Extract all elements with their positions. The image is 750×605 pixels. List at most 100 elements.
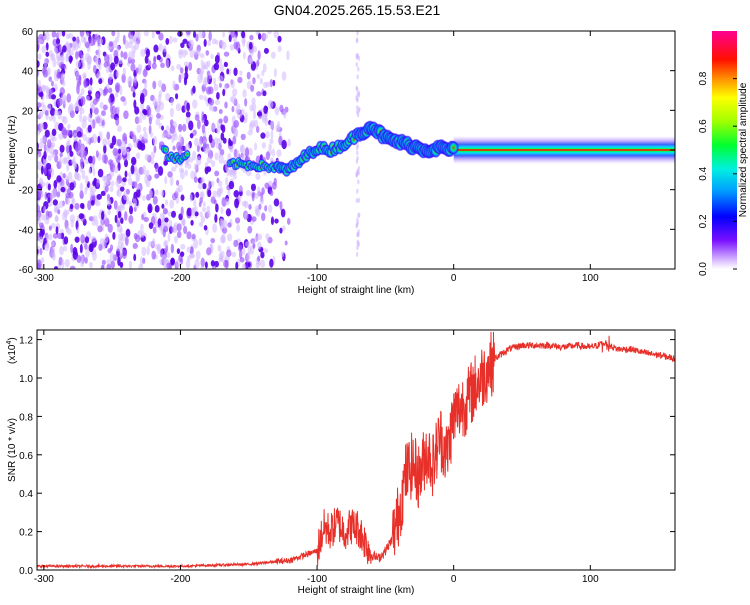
noise-speck <box>49 107 56 116</box>
noise-speck <box>59 156 62 167</box>
noise-speck <box>72 160 77 168</box>
noise-speck <box>127 172 132 178</box>
noise-speck <box>98 38 104 45</box>
noise-speck <box>156 113 161 119</box>
noise-speck <box>144 55 149 64</box>
noise-speck <box>158 225 163 231</box>
noise-speck <box>180 73 186 79</box>
noise-speck <box>269 138 274 144</box>
noise-speck <box>175 179 180 186</box>
noise-speck <box>80 88 85 96</box>
noise-speck <box>208 134 213 144</box>
noise-speck <box>211 160 216 168</box>
noise-speck <box>80 54 85 64</box>
noise-speck <box>91 155 96 165</box>
noise-speck <box>68 144 72 154</box>
noise-speck <box>135 67 139 74</box>
noise-speck <box>226 167 230 177</box>
noise-speck <box>170 166 177 172</box>
spectrogram-y-axis-label: Frequency (Hz) <box>7 116 18 185</box>
noise-speck <box>44 242 50 252</box>
noise-speck <box>197 49 201 56</box>
noise-speck <box>143 131 148 142</box>
noise-speck <box>220 206 224 214</box>
noise-speck <box>177 123 183 133</box>
noise-speck <box>91 104 95 114</box>
noise-speck <box>282 225 286 231</box>
noise-speck <box>200 53 205 59</box>
noise-speck <box>159 248 164 258</box>
noise-speck <box>152 195 158 205</box>
noise-speck <box>70 243 74 254</box>
noise-speck <box>57 97 63 107</box>
noise-speck <box>103 144 107 154</box>
noise-speck <box>88 85 93 92</box>
noise-speck <box>192 85 196 94</box>
x-tick-label: 100 <box>582 273 599 284</box>
noise-speck <box>128 50 134 61</box>
noise-speck <box>177 184 183 193</box>
noise-speck <box>116 44 120 52</box>
noise-speck <box>39 109 44 119</box>
noise-speck <box>124 40 129 50</box>
noise-speck <box>230 31 236 38</box>
noise-speck <box>158 32 164 41</box>
noise-speck <box>58 133 64 140</box>
noise-speck <box>166 252 171 259</box>
noise-speck <box>97 168 104 178</box>
noise-speck <box>234 198 240 209</box>
noise-speck <box>213 77 217 86</box>
noise-speck <box>218 75 224 82</box>
noise-speck <box>254 142 258 151</box>
noise-speck <box>171 133 175 144</box>
noise-speck <box>260 132 266 139</box>
noise-speck <box>141 213 145 221</box>
noise-speck <box>222 88 226 97</box>
noise-speck <box>43 143 47 153</box>
noise-speck <box>69 55 73 64</box>
noise-speck <box>239 257 245 263</box>
noise-speck <box>90 235 97 243</box>
noise-speck <box>123 211 128 221</box>
noise-speck <box>357 179 360 185</box>
noise-speck <box>256 233 263 241</box>
noise-speck <box>176 223 182 232</box>
noise-speck <box>122 177 127 183</box>
noise-speck <box>139 256 144 267</box>
noise-speck <box>252 243 256 249</box>
noise-speck <box>356 155 359 161</box>
noise-speck <box>47 197 51 204</box>
noise-speck <box>356 74 359 80</box>
noise-speck <box>111 135 117 146</box>
noise-speck <box>201 116 205 124</box>
y-tick-label: 40 <box>22 67 34 78</box>
noise-speck <box>203 225 208 231</box>
noise-speck <box>193 238 199 249</box>
colorbar-gradient <box>712 31 737 269</box>
noise-speck <box>84 41 90 49</box>
noise-speck <box>200 216 206 223</box>
noise-speck <box>56 175 62 183</box>
noise-speck <box>198 31 204 39</box>
noise-speck <box>212 223 218 233</box>
noise-speck <box>267 99 274 110</box>
noise-speck <box>113 166 119 174</box>
noise-speck <box>115 70 120 78</box>
noise-speck <box>179 251 185 257</box>
noise-speck <box>103 88 109 94</box>
noise-speck <box>37 53 42 60</box>
noise-speck <box>92 167 96 176</box>
noise-speck <box>225 176 229 186</box>
noise-speck <box>46 146 50 153</box>
snr-y-axis-label: SNR (10 * v/v) <box>7 418 18 482</box>
noise-speck <box>101 259 106 266</box>
noise-speck <box>178 73 182 84</box>
noise-speck <box>255 62 259 71</box>
noise-speck <box>283 109 287 119</box>
noise-speck <box>44 59 48 69</box>
y-tick-label: 1.2 <box>19 336 33 347</box>
noise-speck <box>51 151 56 159</box>
noise-speck <box>229 167 234 178</box>
noise-speck <box>356 232 359 238</box>
noise-speck <box>119 227 123 234</box>
